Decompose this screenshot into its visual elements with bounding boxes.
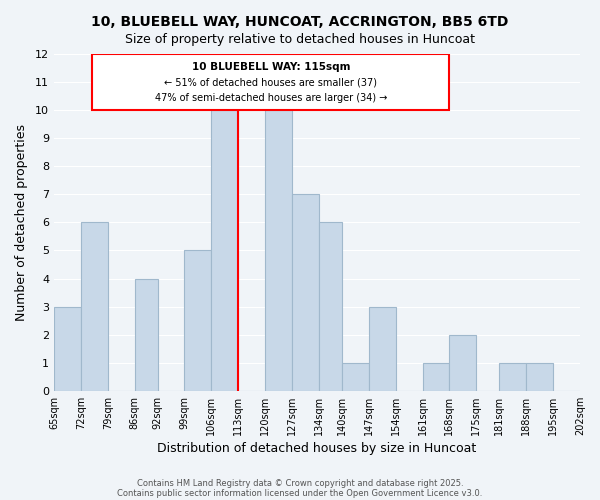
Bar (134, 278, 158, 391)
Bar (422, 363, 449, 391)
Bar (265, 110, 292, 391)
Bar (526, 363, 553, 391)
X-axis label: Distribution of detached houses by size in Huncoat: Distribution of detached houses by size … (157, 442, 476, 455)
Text: Size of property relative to detached houses in Huncoat: Size of property relative to detached ho… (125, 32, 475, 46)
Bar (319, 222, 342, 391)
Bar (499, 363, 526, 391)
Bar (449, 334, 476, 391)
Bar (369, 306, 395, 391)
Text: Contains HM Land Registry data © Crown copyright and database right 2025.: Contains HM Land Registry data © Crown c… (137, 478, 463, 488)
Text: 10, BLUEBELL WAY, HUNCOAT, ACCRINGTON, BB5 6TD: 10, BLUEBELL WAY, HUNCOAT, ACCRINGTON, B… (91, 15, 509, 29)
FancyBboxPatch shape (92, 54, 449, 110)
Bar (292, 194, 319, 391)
Bar (81, 222, 107, 391)
Bar (54, 306, 81, 391)
Text: 47% of semi-detached houses are larger (34) →: 47% of semi-detached houses are larger (… (155, 92, 387, 102)
Bar (184, 250, 211, 391)
Text: Contains public sector information licensed under the Open Government Licence v3: Contains public sector information licen… (118, 488, 482, 498)
Bar (342, 363, 369, 391)
Y-axis label: Number of detached properties: Number of detached properties (15, 124, 28, 321)
Bar (211, 110, 238, 391)
Text: 10 BLUEBELL WAY: 115sqm: 10 BLUEBELL WAY: 115sqm (191, 62, 350, 72)
Text: ← 51% of detached houses are smaller (37): ← 51% of detached houses are smaller (37… (164, 77, 377, 87)
